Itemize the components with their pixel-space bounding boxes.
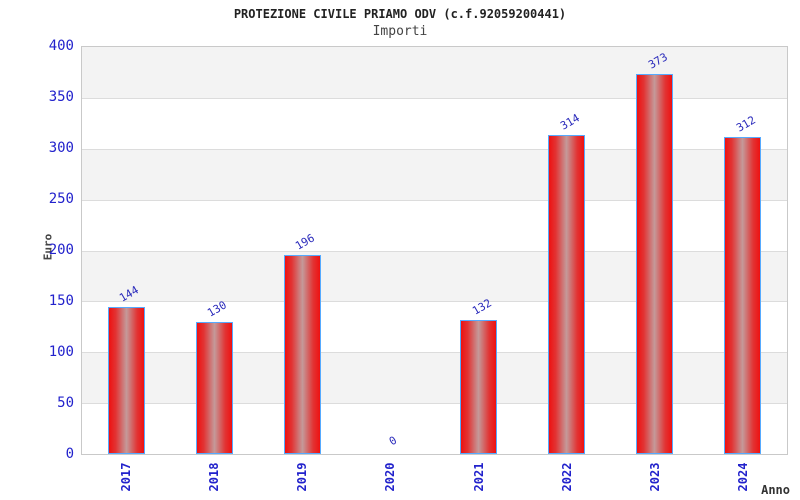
gridline: [82, 352, 787, 354]
y-tick-label: 250: [48, 191, 74, 207]
plot-band: [82, 97, 787, 149]
y-tick-label: 150: [48, 293, 74, 309]
y-tick-label: 100: [48, 344, 74, 360]
plot-band: [82, 148, 787, 200]
bar-2021: [460, 320, 498, 454]
chart-title: PROTEZIONE CIVILE PRIAMO ODV (c.f.920592…: [233, 7, 567, 21]
x-tick-label: 2018: [207, 462, 222, 492]
plot-band: [82, 301, 787, 353]
x-tick-label: 2017: [119, 462, 134, 492]
plot-band: [82, 352, 787, 404]
x-axis-label: Anno: [761, 483, 790, 497]
x-tick-label: 2019: [295, 462, 310, 492]
y-tick-label: 0: [65, 446, 74, 462]
gridline: [82, 97, 787, 99]
x-tick-label: 2022: [559, 462, 574, 492]
chart-subtitle: Importi: [372, 24, 428, 39]
gridline: [82, 199, 787, 201]
plot-band: [82, 403, 787, 454]
bar-2022: [548, 135, 586, 454]
bar-2024: [724, 137, 762, 454]
y-tick-label: 400: [48, 38, 74, 54]
gridline: [82, 250, 787, 252]
gridline: [82, 403, 787, 405]
y-tick-label: 350: [48, 89, 74, 105]
x-tick-label: 2021: [471, 462, 486, 492]
bar-2018: [195, 322, 233, 454]
y-tick-label: 200: [48, 242, 74, 258]
bar-2019: [283, 255, 321, 454]
x-tick-label: 2020: [383, 462, 398, 492]
bar-2017: [107, 307, 145, 454]
x-tick-label: 2024: [735, 462, 750, 492]
plot-area: [81, 46, 788, 455]
gridline: [82, 301, 787, 303]
y-tick-label: 50: [57, 395, 74, 411]
gridline: [82, 148, 787, 150]
plot-band: [82, 199, 787, 251]
x-tick-label: 2023: [647, 462, 662, 492]
plot-band: [82, 250, 787, 302]
y-tick-label: 300: [48, 140, 74, 156]
plot-band: [82, 47, 787, 98]
bar-2023: [636, 74, 674, 454]
